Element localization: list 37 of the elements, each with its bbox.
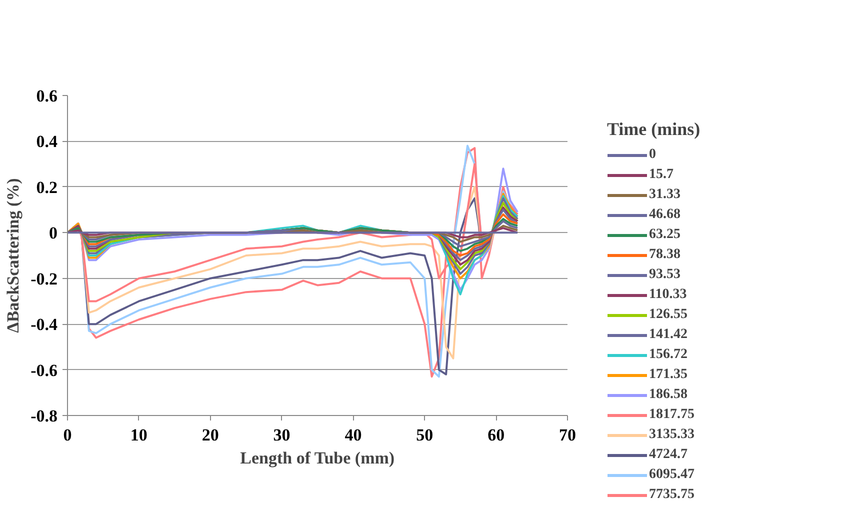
legend-label: 4724.7: [649, 446, 688, 464]
x-tick-label: 20: [202, 426, 219, 444]
legend-label: 171.35: [649, 366, 688, 384]
y-tick-label: 0.6: [36, 86, 58, 106]
legend-title: Time (mins): [607, 119, 700, 140]
legend-label: 15.7: [649, 166, 674, 184]
y-tick-label: -0.4: [30, 315, 58, 334]
x-tick-label: 40: [344, 426, 362, 444]
legend-label: 0: [649, 146, 657, 164]
legend-label: 93.53: [649, 266, 680, 284]
y-tick-label: 0: [49, 224, 58, 243]
y-tick-label: -0.6: [30, 360, 58, 380]
x-tick-label: 30: [273, 426, 290, 444]
legend-label: 6095.47: [649, 466, 694, 484]
x-tick-label: 70: [559, 426, 576, 444]
legend-label: 3135.33: [649, 426, 694, 444]
y-tick-label: -0.8: [30, 406, 58, 426]
legend-label: 31.33: [649, 186, 680, 204]
x-tick-label: 50: [416, 426, 434, 444]
legend-label: 156.72: [649, 346, 688, 364]
y-tick-label: 0.4: [36, 132, 58, 152]
x-tick-label: 0: [63, 426, 72, 444]
y-tick-label: 0.2: [36, 178, 58, 197]
x-axis-title: Length of Tube (mm): [240, 448, 395, 468]
legend-label: 110.33: [649, 286, 687, 304]
legend-label: 1817.75: [649, 406, 694, 424]
legend-label: 126.55: [649, 306, 688, 324]
x-tick-label: 10: [130, 426, 148, 444]
legend-label: 46.68: [649, 206, 680, 224]
legend-label: 78.38: [649, 246, 680, 264]
y-axis-title: ΔBackScattering (%): [4, 178, 23, 333]
legend-label: 186.58: [649, 386, 688, 404]
x-tick-label: 60: [488, 426, 505, 444]
legend-label: 141.42: [649, 326, 688, 344]
legend-label: 63.25: [649, 226, 680, 244]
y-tick-label: -0.2: [30, 269, 58, 288]
legend-label: 7735.75: [649, 486, 694, 504]
